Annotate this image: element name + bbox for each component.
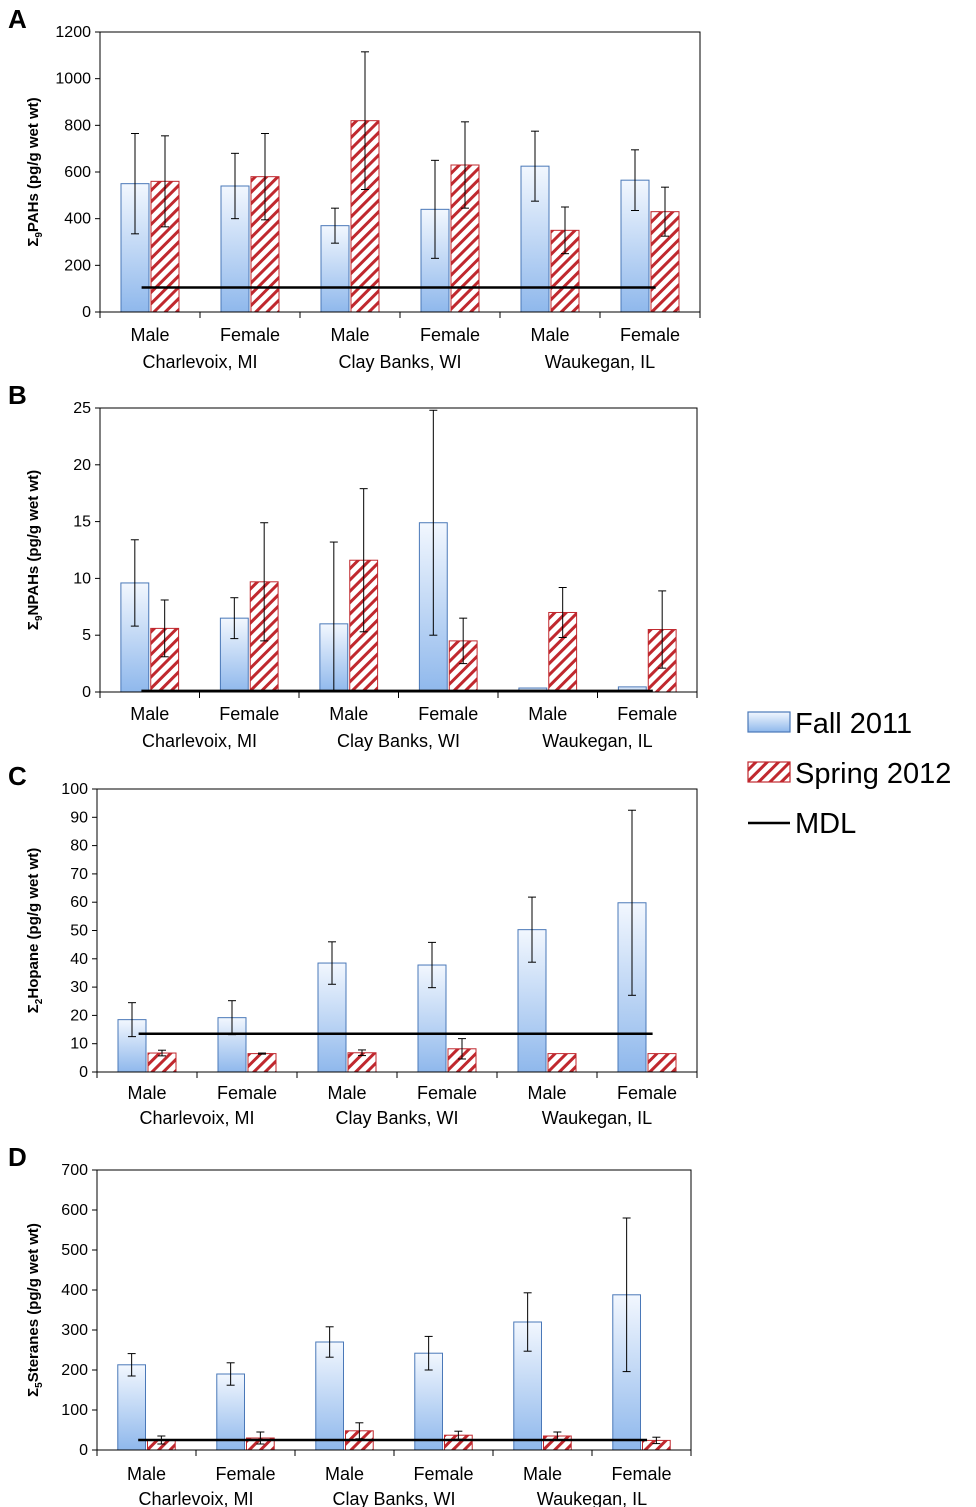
panel-label: C (8, 761, 27, 791)
y-tick-label: 0 (82, 684, 91, 701)
y-tick-label: 10 (70, 1036, 88, 1053)
plot-frame (96, 788, 698, 1073)
x-group-label: Charlevoix, MI (139, 1108, 254, 1128)
x-tick-label: Female (617, 704, 677, 724)
y-tick-label: 300 (61, 1322, 88, 1339)
panel-b: B Σ9NPAHs (pg/g wet wt) 0 5 10 15 20 25 Male Fema… (8, 380, 698, 751)
y-axis-title: Σ5Steranes (pg/g wet wt) (25, 1223, 45, 1397)
y-tick-label: 70 (70, 866, 88, 883)
legend-swatch-fall (747, 711, 791, 733)
y-tick-label: 400 (64, 211, 91, 228)
x-tick-label: Female (620, 325, 680, 345)
plot-frame (96, 1169, 692, 1451)
bar-fall-2011 (315, 1341, 344, 1451)
x-tick-label: Female (420, 325, 480, 345)
y-tick-label: 0 (79, 1064, 88, 1081)
legend-label-mdl: MDL (795, 808, 856, 840)
x-group-label: Clay Banks, WI (337, 731, 460, 751)
x-tick-label: Female (219, 704, 279, 724)
y-tick-label: 15 (73, 514, 91, 531)
x-group-label: Charlevoix, MI (138, 1489, 253, 1507)
x-tick-label: Male (130, 704, 169, 724)
y-tick-label: 100 (61, 1402, 88, 1419)
y-tick-label: 25 (73, 400, 91, 417)
x-tick-label: Male (327, 1083, 366, 1103)
y-tick-label: 0 (82, 304, 91, 321)
legend-swatch-spring (747, 761, 791, 783)
panel-label: A (8, 4, 27, 34)
bar-fall-2011 (120, 582, 150, 693)
y-tick-label: 500 (61, 1242, 88, 1259)
x-group-label: Waukegan, IL (537, 1489, 647, 1507)
y-tick-label: 30 (70, 979, 88, 996)
x-tick-label: Male (127, 1464, 166, 1484)
y-tick-label: 600 (61, 1202, 88, 1219)
y-tick-label: 1200 (55, 24, 91, 41)
x-tick-label: Male (325, 1464, 364, 1484)
y-tick-label: 20 (70, 1007, 88, 1024)
x-tick-label: Male (523, 1464, 562, 1484)
x-tick-label: Female (611, 1464, 671, 1484)
plot-frame (99, 31, 701, 313)
x-tick-label: Male (329, 704, 368, 724)
x-group-label: Clay Banks, WI (332, 1489, 455, 1507)
x-group-label: Charlevoix, MI (142, 352, 257, 372)
x-tick-label: Male (127, 1083, 166, 1103)
x-tick-label: Male (130, 325, 169, 345)
y-tick-label: 1000 (55, 71, 91, 88)
x-tick-label: Male (330, 325, 369, 345)
y-tick-label: 20 (73, 457, 91, 474)
legend: Fall 2011 Spring 2012 MDL (747, 708, 951, 840)
y-tick-label: 700 (61, 1162, 88, 1179)
x-group-label: Charlevoix, MI (142, 731, 257, 751)
y-tick-label: 90 (70, 809, 88, 826)
bar-spring-2012 (547, 1053, 577, 1073)
bar-spring-2012 (247, 1053, 277, 1073)
x-group-label: Waukegan, IL (545, 352, 655, 372)
y-tick-label: 50 (70, 923, 88, 940)
y-tick-label: 200 (61, 1362, 88, 1379)
x-group-label: Waukegan, IL (542, 731, 652, 751)
bar-spring-2012 (647, 1053, 677, 1073)
x-tick-label: Female (413, 1464, 473, 1484)
plot-frame (99, 407, 698, 693)
y-tick-label: 60 (70, 894, 88, 911)
y-tick-label: 200 (64, 257, 91, 274)
panel-a: A Σ9PAHs (pg/g wet wt) 0 200 400 600 800 1000 12… (8, 4, 701, 372)
x-tick-label: Male (528, 704, 567, 724)
x-tick-label: Female (617, 1083, 677, 1103)
y-tick-label: 100 (61, 781, 88, 798)
bar-fall-2011 (216, 1373, 245, 1451)
legend-label-fall: Fall 2011 (795, 708, 912, 740)
y-tick-label: 400 (61, 1282, 88, 1299)
y-tick-label: 40 (70, 951, 88, 968)
y-tick-label: 800 (64, 117, 91, 134)
x-group-label: Clay Banks, WI (338, 352, 461, 372)
y-axis-title: Σ2Hopane (pg/g wet wt) (25, 848, 45, 1013)
x-group-label: Waukegan, IL (542, 1108, 652, 1128)
panel-c: C Σ2Hopane (pg/g wet wt) 0 10 20 30 40 50 60 70 80… (8, 761, 698, 1128)
x-tick-label: Male (527, 1083, 566, 1103)
y-tick-label: 600 (64, 164, 91, 181)
x-tick-label: Male (530, 325, 569, 345)
x-tick-label: Female (418, 704, 478, 724)
panel-d: D Σ5Steranes (pg/g wet wt) 0 100 200 300 400 50… (8, 1142, 692, 1507)
x-tick-label: Female (215, 1464, 275, 1484)
legend-label-spring: Spring 2012 (795, 758, 951, 790)
y-axis-title: Σ9PAHs (pg/g wet wt) (25, 97, 45, 246)
panel-label: B (8, 380, 27, 410)
y-axis-title: Σ9NPAHs (pg/g wet wt) (25, 470, 45, 630)
bar-fall-2011 (117, 1364, 146, 1451)
y-tick-label: 10 (73, 570, 91, 587)
y-tick-label: 5 (82, 627, 91, 644)
x-tick-label: Female (417, 1083, 477, 1103)
x-tick-label: Female (220, 325, 280, 345)
x-group-label: Clay Banks, WI (335, 1108, 458, 1128)
y-tick-label: 0 (79, 1442, 88, 1459)
x-tick-label: Female (217, 1083, 277, 1103)
y-tick-label: 80 (70, 838, 88, 855)
panel-label: D (8, 1142, 27, 1172)
